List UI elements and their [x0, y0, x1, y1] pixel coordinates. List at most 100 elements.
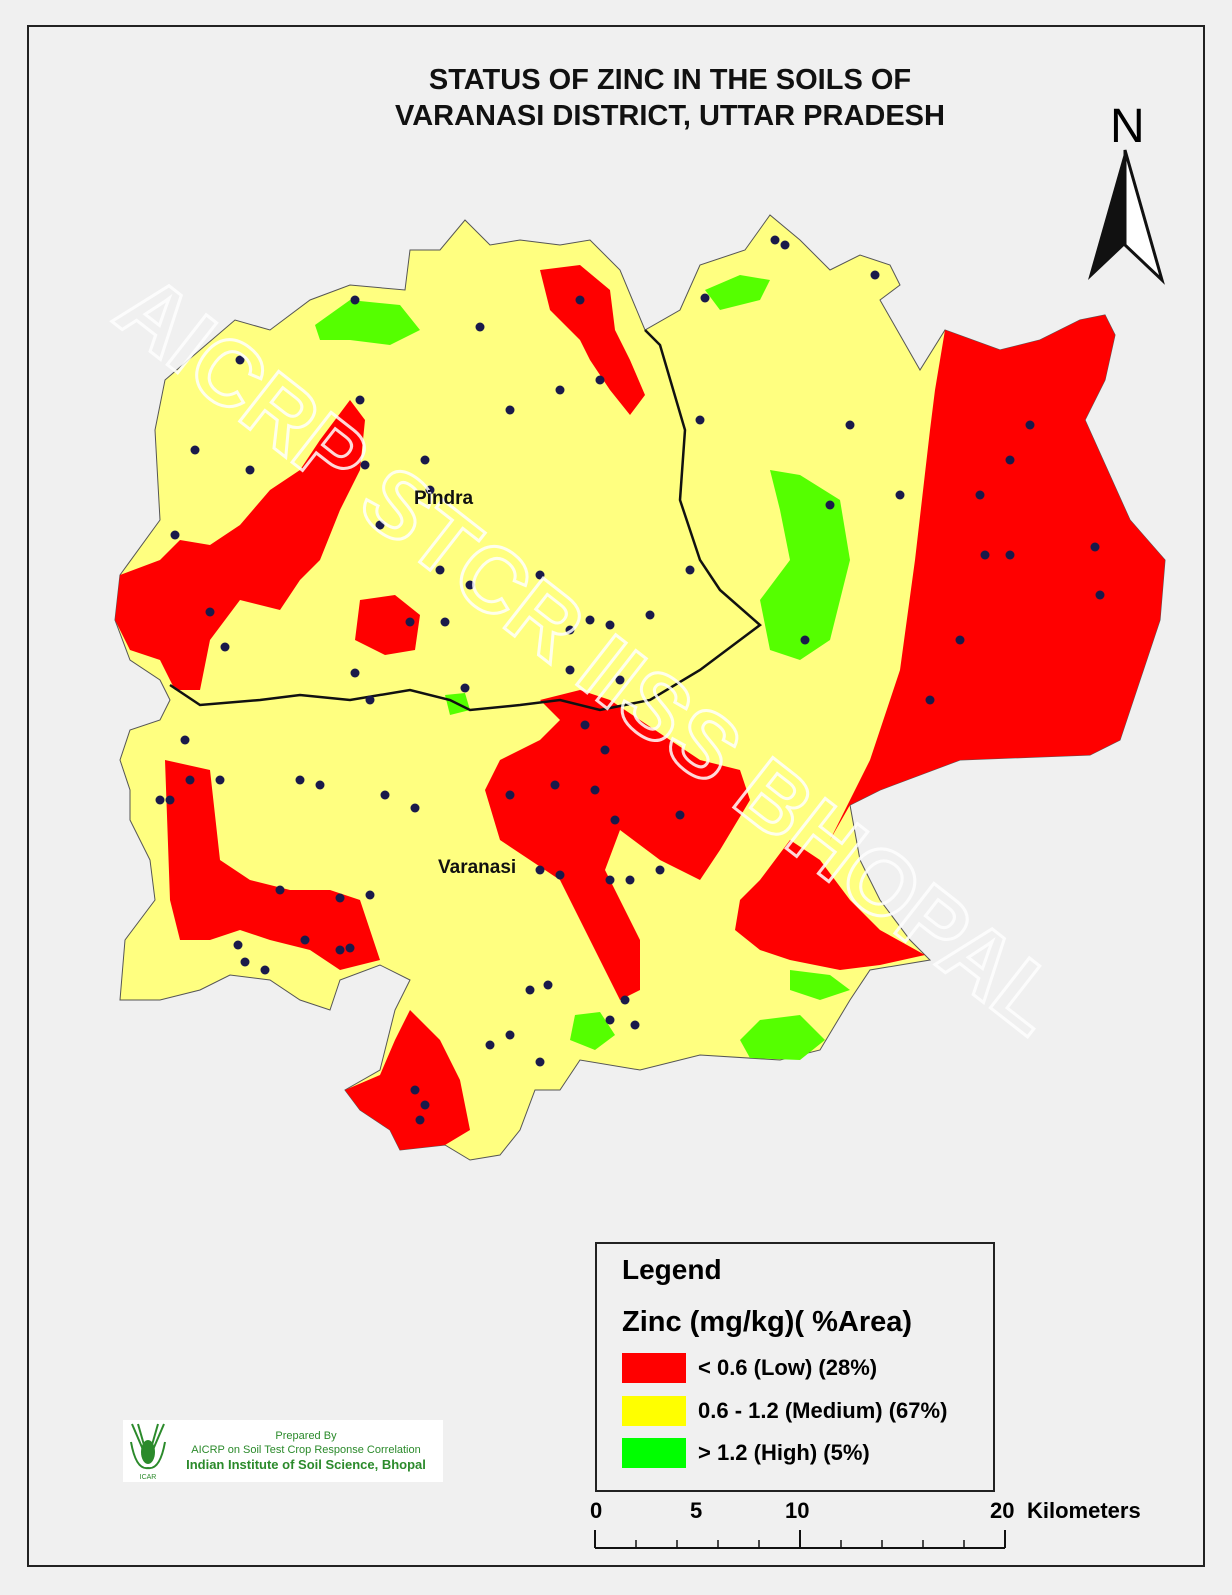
- sample-point: [440, 617, 450, 627]
- sample-point: [825, 500, 835, 510]
- sample-point: [240, 957, 250, 967]
- high-zinc-zones: [315, 275, 850, 1060]
- sample-point: [505, 1030, 515, 1040]
- scale-tick-5: 5: [690, 1498, 703, 1523]
- sample-point: [845, 420, 855, 430]
- sample-point: [565, 625, 575, 635]
- credit-line-1: Prepared By: [275, 1430, 337, 1442]
- sample-point: [345, 943, 355, 953]
- high-zone-4: [790, 970, 850, 1000]
- sample-point: [460, 683, 470, 693]
- north-arrow-icon: [1088, 149, 1165, 285]
- scale-bar-line: [594, 1530, 1006, 1549]
- sample-point: [215, 775, 225, 785]
- sample-point: [1025, 420, 1035, 430]
- sample-point: [485, 1040, 495, 1050]
- scale-tick-20: 20: [990, 1498, 1015, 1523]
- sample-point: [550, 780, 560, 790]
- sample-point: [425, 485, 435, 495]
- sample-point: [535, 865, 545, 875]
- sample-point: [605, 1015, 615, 1025]
- sample-point: [800, 635, 810, 645]
- sample-point: [335, 945, 345, 955]
- sample-point: [410, 803, 420, 813]
- sample-point: [260, 965, 270, 975]
- sample-point: [220, 642, 230, 652]
- sample-point: [505, 405, 515, 415]
- sample-point: [190, 445, 200, 455]
- sample-point: [180, 735, 190, 745]
- legend-title: Legend: [622, 1254, 722, 1285]
- block-boundary: [169, 329, 762, 712]
- legend-subtitle: Zinc (mg/kg)( %Area): [622, 1306, 913, 1338]
- high-zone-5: [740, 1015, 825, 1060]
- sample-point: [380, 790, 390, 800]
- scale-unit: Kilometers: [1027, 1498, 1141, 1523]
- sample-point: [350, 668, 360, 678]
- sample-point: [535, 1057, 545, 1067]
- low-zone-southwest: [165, 760, 380, 970]
- scale-tick-0: 0: [590, 1498, 603, 1523]
- sample-point: [295, 775, 305, 785]
- low-zone-south: [345, 1010, 470, 1150]
- sample-point: [585, 615, 595, 625]
- low-zone-west: [115, 400, 365, 690]
- sample-point: [155, 795, 165, 805]
- low-zone-southeast: [735, 840, 925, 970]
- sample-point: [980, 550, 990, 560]
- legend-label-low: < 0.6 (Low) (28%): [698, 1355, 878, 1380]
- legend-swatch-medium: [622, 1396, 686, 1426]
- sample-point: [375, 520, 385, 530]
- legend-label-high: > 1.2 (High) (5%): [698, 1440, 870, 1465]
- low-zinc-zones: [115, 265, 1165, 1150]
- sample-point: [780, 240, 790, 250]
- sample-point: [185, 775, 195, 785]
- map-frame: [27, 25, 1205, 1567]
- sample-point: [535, 570, 545, 580]
- high-zone-2: [705, 275, 770, 310]
- credit-line-3: Indian Institute of Soil Science, Bhopal: [186, 1457, 426, 1472]
- sample-point: [205, 607, 215, 617]
- sample-point: [315, 780, 325, 790]
- sample-point: [605, 620, 615, 630]
- sample-point: [590, 785, 600, 795]
- sample-point: [355, 395, 365, 405]
- sample-point: [415, 1115, 425, 1125]
- sample-point: [620, 995, 630, 1005]
- sample-point: [275, 885, 285, 895]
- sample-point: [165, 795, 175, 805]
- sample-point: [575, 295, 585, 305]
- sample-points: [155, 235, 1105, 1125]
- sample-point: [580, 720, 590, 730]
- sample-point: [525, 985, 535, 995]
- svg-text:ICAR: ICAR: [140, 1474, 157, 1481]
- sample-point: [600, 745, 610, 755]
- icar-logo-icon: ICAR: [130, 1423, 166, 1481]
- sample-point: [170, 530, 180, 540]
- legend-item-high: > 1.2 (High) (5%): [622, 1437, 870, 1469]
- legend-label-medium: 0.6 - 1.2 (Medium) (67%): [698, 1398, 948, 1423]
- high-zone-1: [315, 300, 420, 345]
- title-line-1: STATUS OF ZINC IN THE SOILS OF: [428, 64, 912, 96]
- high-zone-3: [760, 470, 850, 660]
- low-zone-central: [485, 690, 750, 1000]
- legend-item-medium: 0.6 - 1.2 (Medium) (67%): [622, 1395, 947, 1427]
- place-label-varanasi: Varanasi: [438, 857, 517, 878]
- sample-point: [595, 375, 605, 385]
- sample-point: [565, 665, 575, 675]
- sample-point: [675, 810, 685, 820]
- title-line-2: VARANASI DISTRICT, UTTAR PRADESH: [395, 100, 945, 132]
- sample-point: [770, 235, 780, 245]
- low-zone-north: [540, 265, 645, 415]
- sample-point: [1005, 550, 1015, 560]
- sample-point: [555, 870, 565, 880]
- sample-point: [975, 490, 985, 500]
- low-zone-pindra: [355, 595, 420, 655]
- sample-point: [630, 1020, 640, 1030]
- sample-point: [410, 1085, 420, 1095]
- sample-point: [895, 490, 905, 500]
- sample-point: [420, 1100, 430, 1110]
- sample-point: [625, 875, 635, 885]
- sample-point: [475, 322, 485, 332]
- sample-point: [870, 270, 880, 280]
